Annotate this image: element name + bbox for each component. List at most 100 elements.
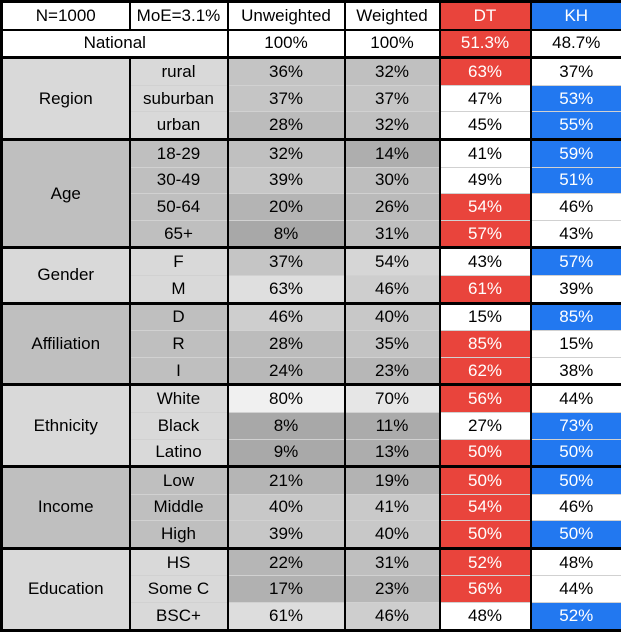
- unweighted-cell: 37%: [226, 247, 346, 276]
- kh-cell: 39%: [529, 275, 621, 304]
- table-row: Income Low 21% 19% 50% 50%: [0, 466, 621, 549]
- unweighted-cell: 40%: [226, 494, 346, 521]
- group-label-region: Region: [0, 57, 131, 140]
- header-cell-dt: DT: [438, 1, 532, 30]
- weighted-cell: 54%: [343, 247, 441, 276]
- table-row: Region rural 36% 32% 63% 37%: [0, 57, 621, 140]
- unweighted-cell: 21%: [226, 466, 346, 495]
- category-cell: 30-49: [128, 167, 229, 194]
- national-kh: 48.7%: [529, 29, 621, 58]
- weighted-cell: 32%: [343, 111, 441, 140]
- unweighted-cell: 39%: [226, 167, 346, 194]
- dt-cell: 27%: [438, 412, 532, 439]
- dt-cell: 49%: [438, 167, 532, 194]
- kh-cell: 53%: [529, 85, 621, 112]
- weighted-cell: 46%: [343, 275, 441, 304]
- weighted-cell: 13%: [343, 439, 441, 467]
- table-row: Black 8% 11% 27% 73%: [1, 412, 621, 439]
- kh-cell: 37%: [529, 57, 621, 86]
- table-row: 50-64 20% 26% 54% 46%: [1, 193, 621, 221]
- dt-cell: 41%: [438, 139, 532, 168]
- dt-cell: 47%: [438, 85, 532, 112]
- table-row: Latino 9% 13% 50% 50%: [1, 439, 621, 467]
- dt-cell: 52%: [438, 548, 532, 576]
- kh-cell: 50%: [529, 520, 621, 549]
- group-label-age: Age: [0, 139, 131, 248]
- kh-cell: 44%: [529, 575, 621, 603]
- unweighted-cell: 28%: [226, 330, 346, 358]
- national-weighted: 100%: [343, 29, 441, 58]
- category-cell: BSC+: [128, 602, 229, 631]
- kh-cell: 38%: [529, 357, 621, 385]
- kh-cell: 43%: [529, 220, 621, 248]
- category-cell: R: [128, 330, 229, 358]
- national-label: National: [0, 29, 229, 58]
- weighted-cell: 32%: [343, 57, 441, 86]
- dt-cell: 50%: [438, 466, 532, 495]
- dt-cell: 85%: [438, 330, 532, 358]
- national-row: National 100% 100% 51.3% 48.7%: [0, 29, 621, 58]
- unweighted-cell: 20%: [226, 193, 346, 221]
- category-cell: M: [128, 275, 229, 304]
- national-unweighted: 100%: [226, 29, 346, 58]
- weighted-cell: 14%: [343, 139, 441, 168]
- category-cell: I: [128, 357, 229, 385]
- kh-cell: 52%: [529, 602, 621, 631]
- table-row: I 24% 23% 62% 38%: [1, 357, 621, 385]
- kh-cell: 57%: [529, 247, 621, 276]
- table-row: Age 18-29 32% 14% 41% 59%: [0, 139, 621, 248]
- category-cell: suburban: [128, 85, 229, 112]
- unweighted-cell: 32%: [226, 139, 346, 168]
- unweighted-cell: 28%: [226, 111, 346, 140]
- dt-cell: 50%: [438, 520, 532, 549]
- category-cell: Black: [128, 412, 229, 439]
- weighted-cell: 40%: [343, 520, 441, 549]
- weighted-cell: 30%: [343, 167, 441, 194]
- weighted-cell: 31%: [343, 220, 441, 248]
- table-row: Ethnicity White 80% 70% 56% 44%: [0, 384, 621, 467]
- dt-cell: 43%: [438, 247, 532, 276]
- unweighted-cell: 9%: [226, 439, 346, 467]
- weighted-cell: 11%: [343, 412, 441, 439]
- unweighted-cell: 37%: [226, 85, 346, 112]
- table-row: High 39% 40% 50% 50%: [1, 520, 621, 549]
- kh-cell: 46%: [529, 494, 621, 521]
- weighted-cell: 37%: [343, 85, 441, 112]
- dt-cell: 61%: [438, 275, 532, 304]
- dt-cell: 54%: [438, 193, 532, 221]
- unweighted-cell: 17%: [226, 575, 346, 603]
- header-cell-sample-size: N=1000: [0, 1, 131, 30]
- kh-cell: 15%: [529, 330, 621, 358]
- category-cell: Latino: [128, 439, 229, 467]
- table-row: BSC+ 61% 46% 48% 52%: [1, 602, 621, 631]
- dt-cell: 54%: [438, 494, 532, 521]
- weighted-cell: 19%: [343, 466, 441, 495]
- dt-cell: 15%: [438, 303, 532, 331]
- category-cell: 18-29: [128, 139, 229, 168]
- weighted-cell: 23%: [343, 357, 441, 385]
- kh-cell: 48%: [529, 548, 621, 576]
- category-cell: F: [128, 247, 229, 276]
- kh-cell: 50%: [529, 439, 621, 467]
- table-row: Education HS 22% 31% 52% 48%: [0, 548, 621, 631]
- header-cell-kh: KH: [529, 1, 621, 30]
- unweighted-cell: 22%: [226, 548, 346, 576]
- group-label-gender: Gender: [0, 247, 131, 304]
- dt-cell: 50%: [438, 439, 532, 467]
- weighted-cell: 41%: [343, 494, 441, 521]
- unweighted-cell: 80%: [226, 384, 346, 413]
- table-row: Middle 40% 41% 54% 46%: [1, 494, 621, 521]
- header-cell-unweighted: Unweighted: [226, 1, 346, 30]
- unweighted-cell: 61%: [226, 602, 346, 631]
- table-row: R 28% 35% 85% 15%: [1, 330, 621, 358]
- table-row: 65+ 8% 31% 57% 43%: [1, 220, 621, 248]
- category-cell: High: [128, 520, 229, 549]
- category-cell: D: [128, 303, 229, 331]
- dt-cell: 48%: [438, 602, 532, 631]
- category-cell: Low: [128, 466, 229, 495]
- kh-cell: 51%: [529, 167, 621, 194]
- dt-cell: 45%: [438, 111, 532, 140]
- unweighted-cell: 8%: [226, 412, 346, 439]
- kh-cell: 46%: [529, 193, 621, 221]
- category-cell: 65+: [128, 220, 229, 248]
